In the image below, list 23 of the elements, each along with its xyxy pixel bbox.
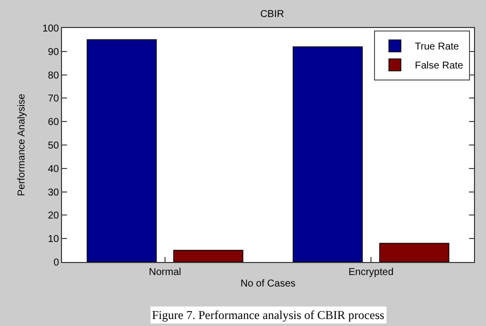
y-tick-label: 30 xyxy=(48,187,60,198)
chart-title: CBIR xyxy=(260,8,284,20)
x-axis-title: No of Cases xyxy=(240,278,296,290)
bar xyxy=(86,39,157,262)
bar xyxy=(379,242,450,262)
y-tick-label: 90 xyxy=(48,46,60,58)
legend-label: False Rate xyxy=(414,60,464,72)
caption: Figure 7. Performance analysis of CBIR process xyxy=(152,308,385,322)
y-tick-label: 40 xyxy=(48,164,60,175)
bar xyxy=(173,250,244,262)
x-tick-label: Encrypted xyxy=(348,267,394,278)
y-tick-label: 60 xyxy=(48,117,60,128)
y-tick-label: 70 xyxy=(48,94,60,105)
y-tick-label: 100 xyxy=(42,24,60,34)
x-tick-label: Normal xyxy=(148,267,182,278)
bar xyxy=(292,46,363,262)
legend-label: True Rate xyxy=(414,42,460,53)
y-tick-label: 20 xyxy=(48,210,60,222)
y-tick-label: 80 xyxy=(48,70,60,82)
y-tick-label: 10 xyxy=(48,234,60,246)
y-axis-title: Performance Analysise xyxy=(16,93,28,196)
y-tick-label: 50 xyxy=(48,140,60,152)
y-tick-label: 0 xyxy=(53,258,60,268)
